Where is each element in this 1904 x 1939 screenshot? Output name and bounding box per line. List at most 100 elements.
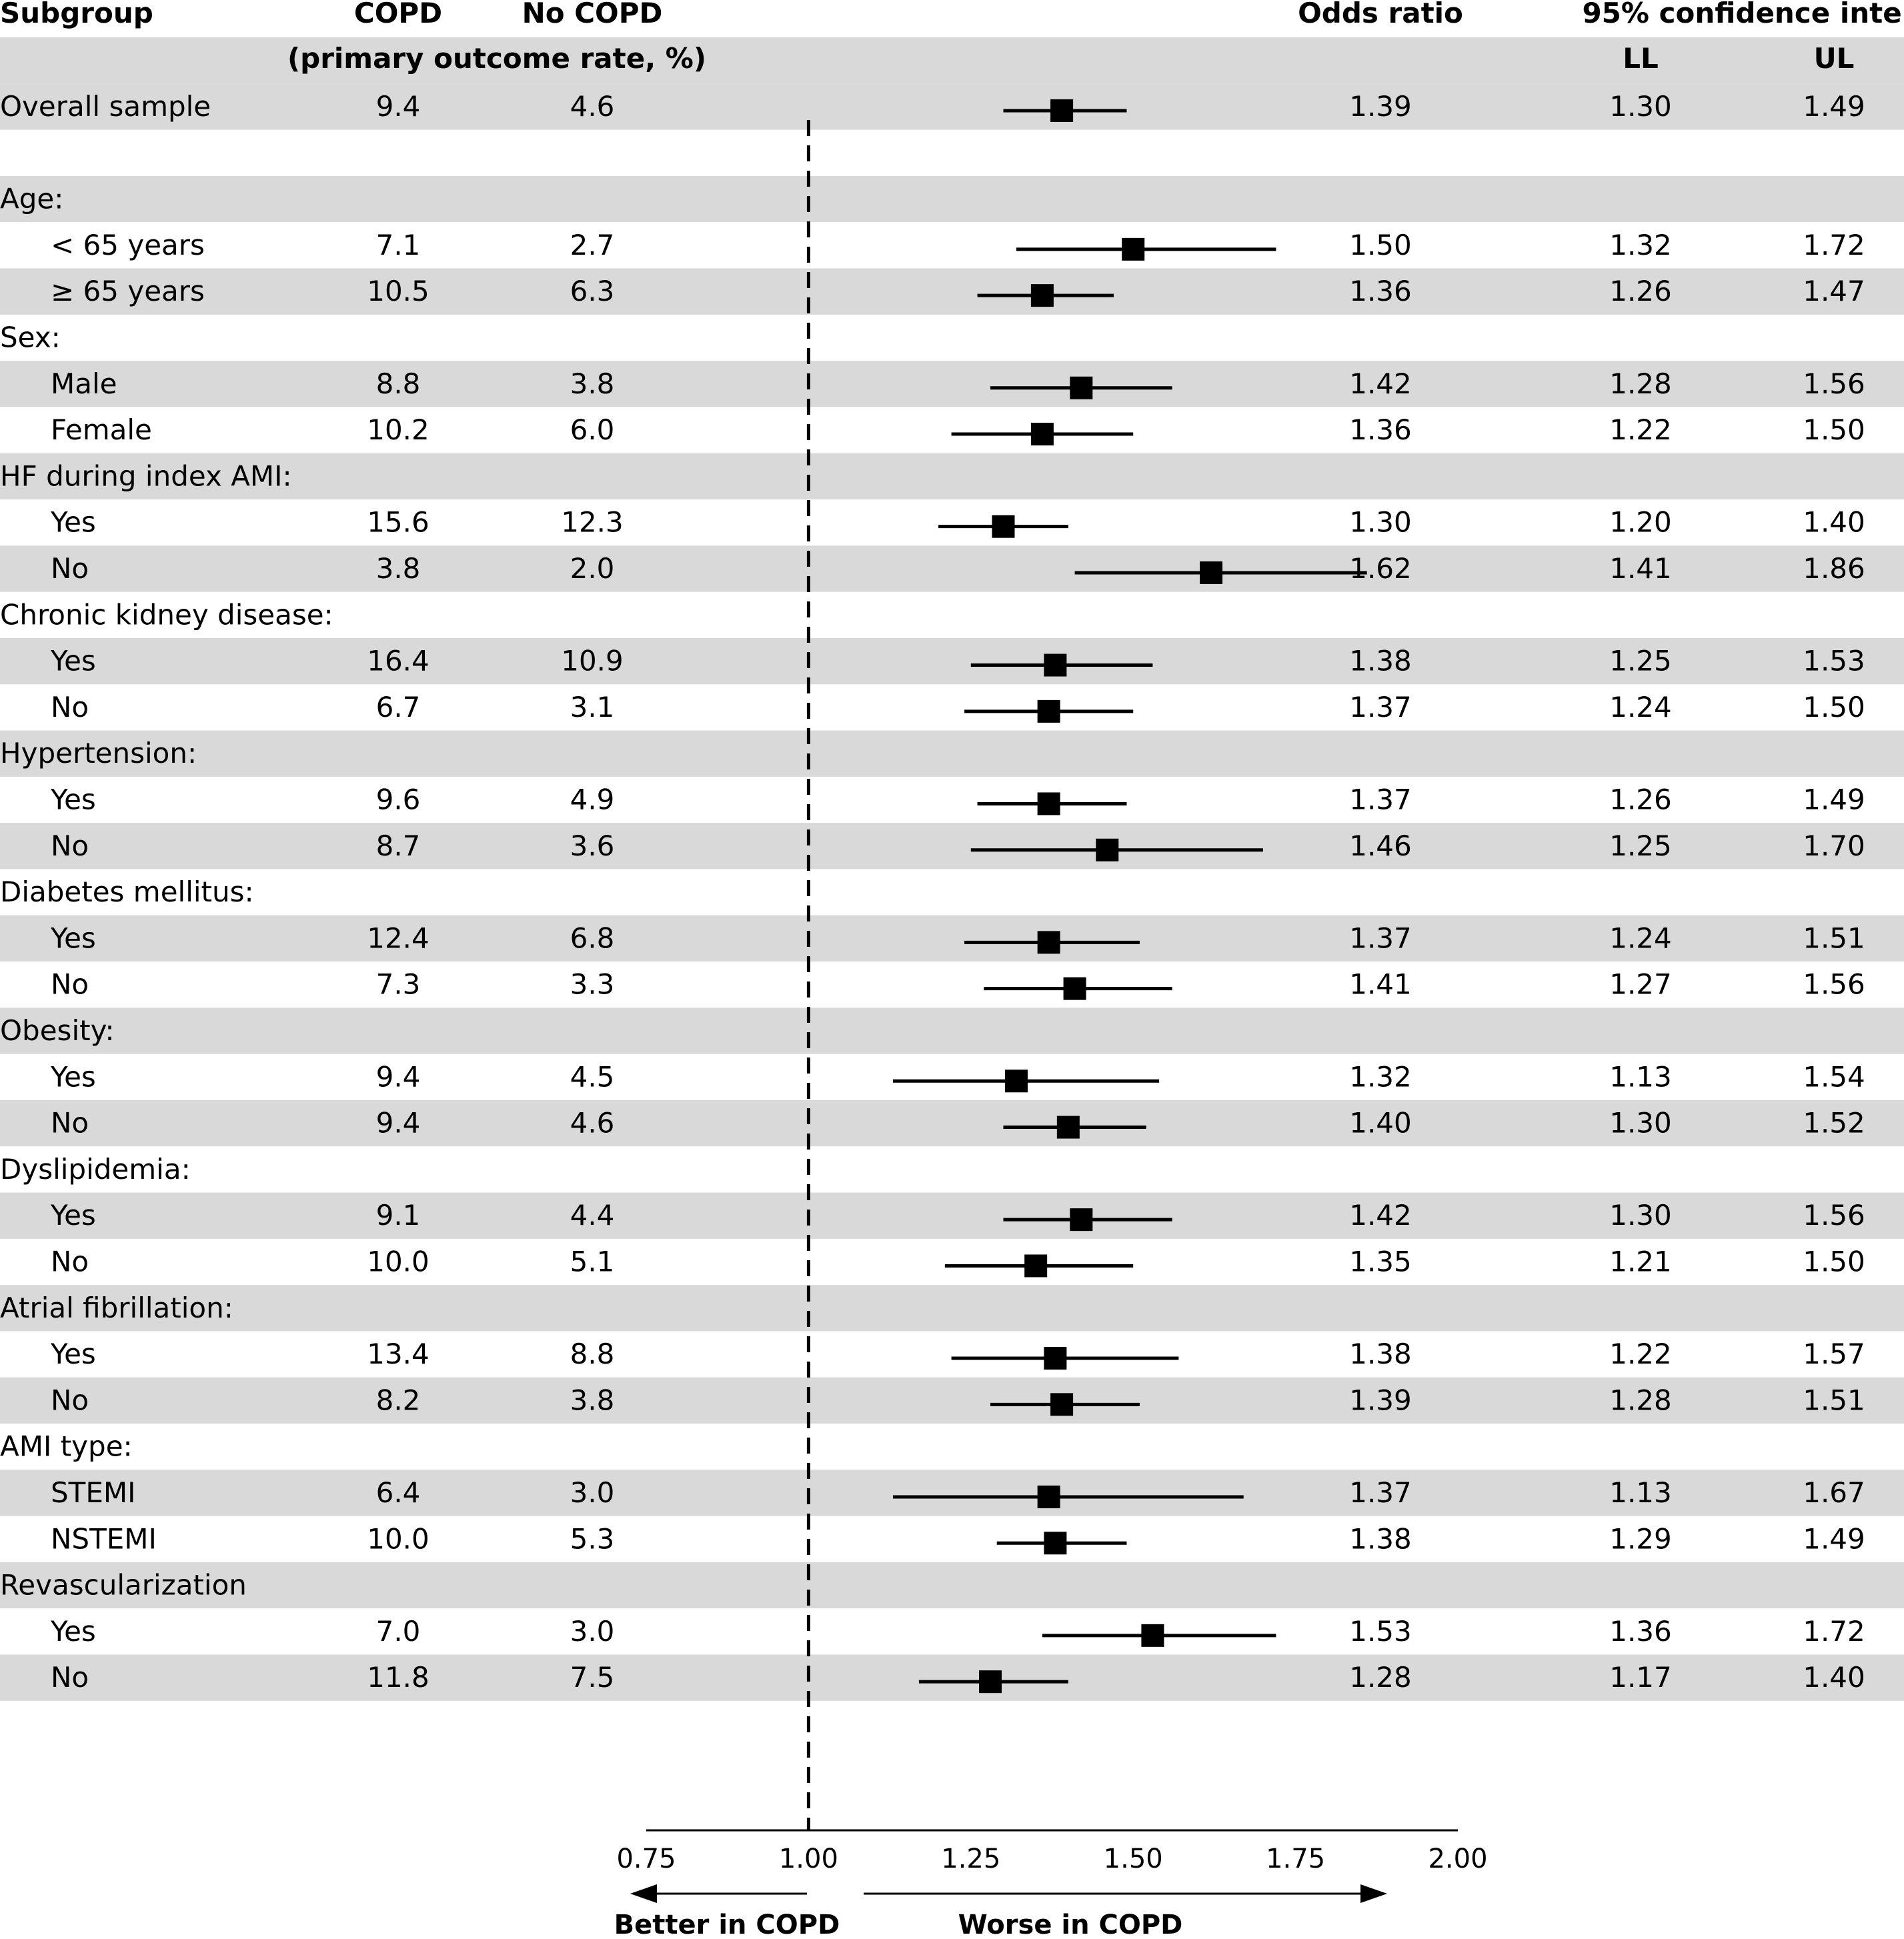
row-band — [0, 730, 1904, 777]
subgroup-label: Chronic kidney disease: — [0, 598, 333, 631]
arrow-right-head — [1360, 1884, 1387, 1903]
odds-ratio-value: 1.38 — [1349, 645, 1412, 677]
ci-lower-value: 1.21 — [1609, 1245, 1672, 1278]
odds-ratio-marker — [1037, 792, 1060, 815]
odds-ratio-value: 1.46 — [1349, 829, 1412, 862]
no-copd-rate: 2.0 — [570, 552, 615, 585]
ci-upper-value: 1.70 — [1803, 829, 1865, 862]
no-copd-rate: 3.1 — [570, 691, 615, 723]
odds-ratio-marker — [1044, 1532, 1067, 1555]
ci-lower-value: 1.24 — [1609, 921, 1672, 954]
direction-right-label: Worse in COPD — [958, 1910, 1183, 1939]
ci-lower-value: 1.32 — [1609, 229, 1672, 261]
copd-rate: 7.1 — [376, 229, 421, 261]
copd-rate: 11.8 — [367, 1661, 429, 1694]
no-copd-rate: 3.3 — [570, 968, 615, 1001]
row-band — [0, 361, 1904, 407]
odds-ratio-marker — [1122, 237, 1145, 261]
ci-upper-value: 1.47 — [1803, 275, 1865, 307]
ci-lower-value: 1.25 — [1609, 645, 1672, 677]
subgroup-level-label: STEMI — [51, 1476, 135, 1509]
copd-rate: 7.0 — [376, 1615, 421, 1648]
x-tick-label: 1.25 — [941, 1844, 1000, 1874]
no-copd-rate: 10.9 — [561, 645, 624, 677]
odds-ratio-value: 1.37 — [1349, 691, 1412, 723]
copd-rate: 8.7 — [376, 829, 421, 862]
subgroup-level-label: Yes — [50, 506, 96, 539]
odds-ratio-value: 1.62 — [1349, 552, 1412, 585]
no-copd-rate: 3.6 — [570, 829, 615, 862]
no-copd-rate: 6.8 — [570, 921, 615, 954]
subgroup-label: AMI type: — [0, 1430, 133, 1463]
row-band — [0, 1654, 1904, 1701]
odds-ratio-value: 1.40 — [1349, 1107, 1412, 1140]
odds-ratio-marker — [1050, 1393, 1074, 1416]
ci-upper-value: 1.53 — [1803, 645, 1865, 677]
subgroup-level-label: Male — [51, 367, 117, 400]
odds-ratio-value: 1.32 — [1349, 1060, 1412, 1093]
odds-ratio-marker — [1070, 376, 1093, 399]
odds-ratio-marker — [1037, 699, 1060, 723]
ci-lower-value: 1.24 — [1609, 691, 1672, 723]
odds-ratio-marker — [979, 1670, 1002, 1694]
ci-upper-value: 1.51 — [1803, 1384, 1865, 1416]
odds-ratio-marker — [1070, 1208, 1093, 1232]
x-tick-label: 1.50 — [1104, 1844, 1163, 1874]
header-no-copd: No COPD — [522, 0, 663, 29]
header-odds-ratio: Odds ratio — [1298, 0, 1463, 29]
row-band — [0, 1285, 1904, 1332]
arrow-left-head — [630, 1884, 657, 1903]
odds-ratio-value: 1.36 — [1349, 413, 1412, 446]
ci-lower-value: 1.29 — [1609, 1522, 1672, 1555]
copd-rate: 9.1 — [376, 1199, 421, 1232]
ci-upper-value: 1.49 — [1803, 1522, 1865, 1555]
subgroup-label: Diabetes mellitus: — [0, 875, 254, 908]
ci-lower-value: 1.27 — [1609, 968, 1672, 1001]
odds-ratio-marker — [1050, 99, 1074, 122]
odds-ratio-value: 1.30 — [1349, 506, 1412, 539]
odds-ratio-marker — [1200, 561, 1223, 584]
row-band — [0, 1008, 1904, 1054]
subgroup-level-label: Yes — [50, 1060, 96, 1093]
ci-lower-value: 1.36 — [1609, 1615, 1672, 1648]
ci-lower-value: 1.25 — [1609, 829, 1672, 862]
odds-ratio-value: 1.39 — [1349, 90, 1412, 123]
row-band — [0, 175, 1904, 223]
ci-upper-value: 1.50 — [1803, 413, 1865, 446]
subgroup-level-label: Yes — [50, 1199, 96, 1232]
no-copd-rate: 3.0 — [570, 1615, 615, 1648]
odds-ratio-marker — [1037, 931, 1060, 954]
copd-rate: 13.4 — [367, 1338, 429, 1370]
ci-lower-value: 1.13 — [1609, 1476, 1672, 1509]
no-copd-rate: 6.3 — [570, 275, 615, 307]
ci-upper-value: 1.49 — [1803, 783, 1865, 815]
subgroup-level-label: Yes — [50, 1338, 96, 1370]
ci-upper-value: 1.51 — [1803, 921, 1865, 954]
row-band — [0, 268, 1904, 315]
row-band — [0, 453, 1904, 499]
ci-upper-value: 1.40 — [1803, 506, 1865, 539]
odds-ratio-value: 1.28 — [1349, 1661, 1412, 1694]
ci-lower-value: 1.26 — [1609, 783, 1672, 815]
no-copd-rate: 2.7 — [570, 229, 615, 261]
no-copd-rate: 5.1 — [570, 1245, 615, 1278]
ci-upper-value: 1.50 — [1803, 691, 1865, 723]
ci-lower-value: 1.30 — [1609, 1199, 1672, 1232]
subgroup-level-label: Female — [51, 413, 152, 446]
ci-upper-value: 1.72 — [1803, 1615, 1865, 1648]
subgroup-label: Hypertension: — [0, 737, 197, 769]
ci-upper-value: 1.50 — [1803, 1245, 1865, 1278]
odds-ratio-value: 1.37 — [1349, 921, 1412, 954]
x-tick-label: 0.75 — [616, 1844, 676, 1874]
ci-lower-value: 1.22 — [1609, 1338, 1672, 1370]
header-ci: 95% confidence intervals — [1582, 0, 1904, 29]
x-tick-label: 2.00 — [1428, 1844, 1487, 1874]
odds-ratio-value: 1.38 — [1349, 1522, 1412, 1555]
subgroup-label: Dyslipidemia: — [0, 1153, 191, 1186]
odds-ratio-value: 1.36 — [1349, 275, 1412, 307]
ci-upper-value: 1.56 — [1803, 367, 1865, 400]
row-band — [0, 915, 1904, 961]
header-ll: LL — [1623, 42, 1659, 75]
subgroup-level-label: Yes — [50, 645, 96, 677]
no-copd-rate: 4.6 — [570, 1107, 615, 1140]
